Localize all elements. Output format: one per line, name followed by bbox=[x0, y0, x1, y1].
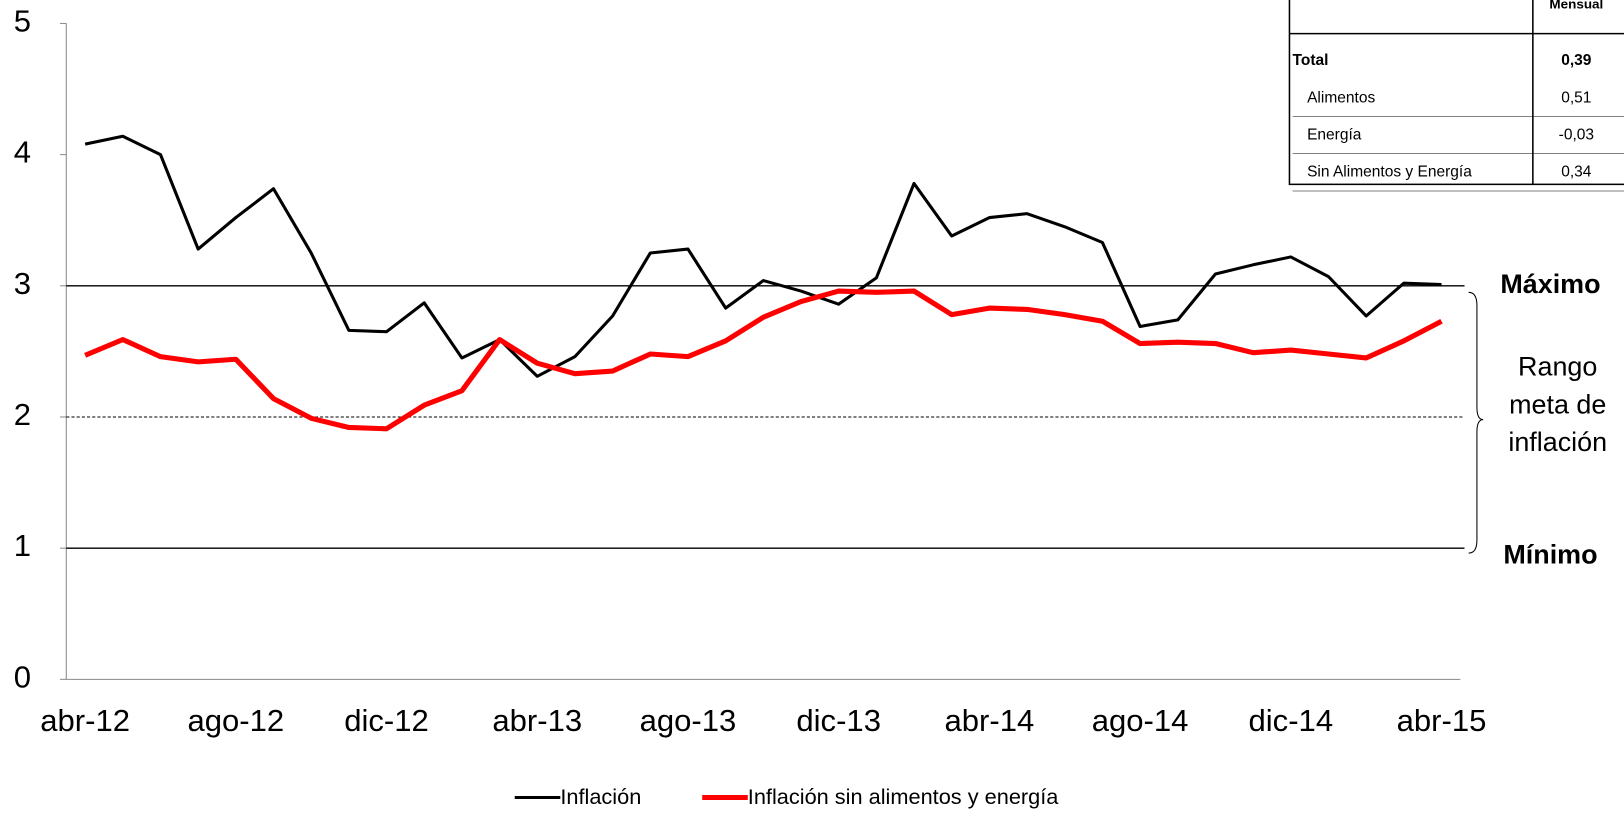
table-cell: 0,39 bbox=[1561, 52, 1591, 69]
range-brace bbox=[1468, 291, 1484, 554]
y-tick-label: 5 bbox=[14, 4, 31, 39]
series-line bbox=[84, 134, 1442, 378]
legend-label: Inflación bbox=[560, 784, 641, 809]
y-tick-label: 2 bbox=[14, 397, 31, 432]
table-cell: 0,51 bbox=[1561, 89, 1591, 106]
x-tick-label: ago-14 bbox=[1092, 703, 1189, 738]
y-tick-label: 1 bbox=[14, 528, 31, 563]
range-label: inflación bbox=[1508, 427, 1607, 457]
reference-label: Mínimo bbox=[1503, 540, 1597, 570]
y-tick-label: 0 bbox=[14, 660, 31, 695]
y-tick-label: 4 bbox=[14, 135, 31, 170]
table-cell: Alimentos bbox=[1307, 89, 1375, 106]
table-cell: -0,03 bbox=[1559, 127, 1594, 144]
x-tick-label: abr-14 bbox=[945, 703, 1035, 738]
range-label: Rango bbox=[1518, 352, 1597, 382]
x-tick-label: dic-13 bbox=[796, 703, 881, 738]
x-tick-label: abr-13 bbox=[492, 703, 582, 738]
x-tick-label: ago-12 bbox=[187, 703, 284, 738]
x-tick-label: abr-15 bbox=[1397, 703, 1487, 738]
x-tick-label: dic-14 bbox=[1249, 703, 1334, 738]
table-cell: Total bbox=[1293, 52, 1329, 69]
reference-label: Máximo bbox=[1500, 269, 1600, 299]
table-header: Mensual bbox=[1549, 0, 1603, 12]
x-tick-label: dic-12 bbox=[344, 703, 429, 738]
legend-label: Inflación sin alimentos y energía bbox=[748, 784, 1059, 809]
table-cell: 0,34 bbox=[1561, 164, 1592, 181]
series-line bbox=[84, 288, 1443, 432]
x-tick-label: abr-12 bbox=[40, 703, 130, 738]
table-cell: Sin Alimentos y Energía bbox=[1307, 164, 1472, 181]
table-cell: Energía bbox=[1307, 127, 1362, 144]
x-tick-label: ago-13 bbox=[640, 703, 737, 738]
y-tick-label: 3 bbox=[14, 266, 31, 301]
range-label: meta de bbox=[1509, 390, 1606, 420]
